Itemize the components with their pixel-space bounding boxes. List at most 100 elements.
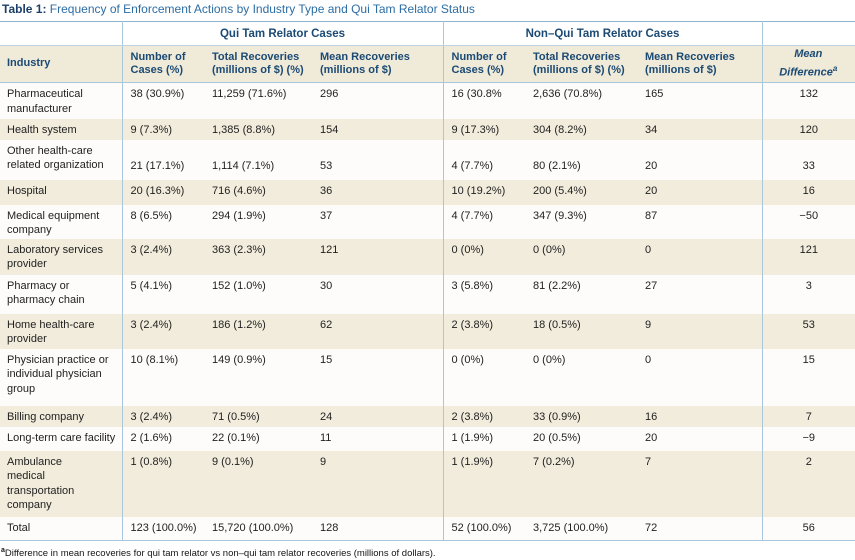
qt-mean-recoveries-cell: 62 <box>320 318 333 331</box>
nqt-total-recoveries-cell: 81 (2.2%) <box>533 279 581 292</box>
table-row: Long-term care facility 2 (1.6%) 22 (0.1… <box>0 426 855 451</box>
nqt-number-of-cases-cell: 1 (1.9%) <box>442 450 525 517</box>
qt-number-of-cases-cell: 9 (7.3%) <box>121 118 204 140</box>
nqt-number-of-cases-cell: 52 (100.0%) <box>442 516 525 541</box>
group-header-non-qui-tam: Non–Qui Tam Relator Cases <box>442 21 763 46</box>
table-row: Hospital 20 (16.3%) 716 (4.6%) 36 10 (19… <box>0 179 855 205</box>
column-header-nqt-number-of-cases: Number of Cases (%) <box>442 45 525 83</box>
qt-total-recoveries-cell: 294 (1.9%) <box>212 209 266 222</box>
qt-total-recoveries-cell: 1,385 (8.8%) <box>212 123 275 136</box>
column-header-nqt-mean-recoveries: Mean Recoveries (millions of $) <box>637 45 763 83</box>
nqt-number-of-cases-cell: 10 (19.2%) <box>442 179 525 205</box>
qt-number-of-cases-cell: 3 (2.4%) <box>121 238 204 275</box>
qt-mean-recoveries-cell: 15 <box>320 353 333 366</box>
qt-mean-recoveries-cell: 37 <box>320 209 333 222</box>
industry-cell: Hospital <box>7 184 47 197</box>
mean-difference-cell: 132 <box>761 82 855 119</box>
mean-difference-cell: 33 <box>761 139 855 180</box>
qt-total-recoveries-cell: 363 (2.3%) <box>212 243 266 256</box>
qt-number-of-cases-cell: 2 (1.6%) <box>121 426 204 451</box>
nqt-total-recoveries-cell: 2,636 (70.8%) <box>533 88 603 100</box>
group-header-spacer-right <box>761 21 855 46</box>
table-row: Total 123 (100.0%) 15,720 (100.0%) 128 5… <box>0 516 855 541</box>
industry-cell: Health system <box>7 123 77 136</box>
nqt-mean-recoveries-cell: 7 <box>645 455 652 468</box>
table-row: Home health-care provider 3 (2.4%) 186 (… <box>0 313 855 349</box>
nqt-number-of-cases-cell: 2 (3.8%) <box>442 313 525 349</box>
nqt-mean-recoveries-cell: 20 <box>645 184 658 197</box>
mean-difference-cell: 120 <box>761 118 855 140</box>
qt-total-recoveries-cell: 152 (1.0%) <box>212 279 266 292</box>
industry-cell: Billing company <box>7 410 85 423</box>
footnote-text: Difference in mean recoveries for qui ta… <box>4 548 436 560</box>
nqt-number-of-cases-cell: 16 (30.8% <box>442 82 525 119</box>
industry-cell: Medical equipment company <box>7 209 100 237</box>
column-header-mean-difference: Mean Differencea <box>761 45 855 83</box>
nqt-mean-recoveries-cell: 0 <box>645 353 652 366</box>
mean-difference-cell: 2 <box>761 450 855 517</box>
nqt-mean-recoveries-cell: 16 <box>645 410 658 423</box>
mean-difference-cell: 16 <box>761 179 855 205</box>
nqt-mean-recoveries-cell: 72 <box>645 521 658 534</box>
qt-number-of-cases-cell: 3 (2.4%) <box>121 313 204 349</box>
qt-mean-recoveries-cell: 11 <box>320 431 332 444</box>
nqt-number-of-cases-cell: 4 (7.7%) <box>442 139 525 180</box>
qt-mean-recoveries-cell: 24 <box>320 410 333 423</box>
industry-cell: Pharmaceutical manufacturer <box>7 88 83 115</box>
nqt-number-of-cases-cell: 0 (0%) <box>442 238 525 275</box>
nqt-mean-recoveries-cell: 0 <box>645 243 652 256</box>
nqt-number-of-cases-cell: 0 (0%) <box>442 348 525 406</box>
column-header-qt-mean-recoveries: Mean Recoveries (millions of $) <box>312 45 443 83</box>
nqt-total-recoveries-cell: 20 (0.5%) <box>533 431 581 444</box>
mean-difference-cell: 15 <box>761 348 855 406</box>
qt-total-recoveries-cell: 9 (0.1%) <box>212 455 254 468</box>
qt-mean-recoveries-cell: 53 <box>320 160 333 172</box>
industry-cell: Other health-care related organization <box>7 144 104 172</box>
nqt-total-recoveries-cell: 0 (0%) <box>533 353 566 366</box>
table-body: Pharmaceutical manufacturer 38 (30.9%) 1… <box>0 82 855 541</box>
nqt-number-of-cases-cell: 9 (17.3%) <box>442 118 525 140</box>
qt-total-recoveries-cell: 1,114 (7.1%) <box>212 160 275 172</box>
industry-cell: Long-term care facility <box>7 431 116 444</box>
qt-number-of-cases-cell: 123 (100.0%) <box>121 516 204 541</box>
group-header-qui-tam: Qui Tam Relator Cases <box>121 21 443 46</box>
nqt-mean-recoveries-cell: 9 <box>645 318 652 331</box>
nqt-total-recoveries-cell: 347 (9.3%) <box>533 209 587 222</box>
qt-mean-recoveries-cell: 154 <box>320 123 339 136</box>
qt-total-recoveries-cell: 71 (0.5%) <box>212 410 260 423</box>
mean-difference-superscript: a <box>832 63 838 73</box>
nqt-mean-recoveries-cell: 165 <box>645 88 664 100</box>
nqt-total-recoveries-cell: 7 (0.2%) <box>533 455 575 468</box>
qt-number-of-cases-cell: 8 (6.5%) <box>121 204 204 239</box>
table-number-label: Table 1: <box>2 2 47 16</box>
table-row: Ambulance medical transportation company… <box>0 450 855 517</box>
nqt-total-recoveries-cell: 304 (8.2%) <box>533 123 587 136</box>
nqt-total-recoveries-cell: 18 (0.5%) <box>533 318 581 331</box>
qt-total-recoveries-cell: 15,720 (100.0%) <box>212 521 294 534</box>
industry-cell: Pharmacy or pharmacy chain <box>7 279 85 307</box>
enforcement-actions-table: Qui Tam Relator Cases Non–Qui Tam Relato… <box>0 21 855 541</box>
qt-number-of-cases-cell: 1 (0.8%) <box>121 450 204 517</box>
qt-total-recoveries-cell: 11,259 (71.6%) <box>212 88 287 100</box>
nqt-mean-recoveries-cell: 20 <box>645 431 658 444</box>
qt-number-of-cases-cell: 3 (2.4%) <box>121 405 204 427</box>
qt-mean-recoveries-cell: 30 <box>320 279 333 292</box>
industry-cell: Laboratory services provider <box>7 243 103 271</box>
qt-total-recoveries-cell: 22 (0.1%) <box>212 431 260 444</box>
nqt-mean-recoveries-cell: 27 <box>645 279 658 292</box>
qt-number-of-cases-cell: 38 (30.9%) <box>121 82 204 119</box>
nqt-number-of-cases-cell: 1 (1.9%) <box>442 426 525 451</box>
column-header-qt-total-recoveries: Total Recoveries (millions of $) (%) <box>204 45 312 83</box>
column-header-row: Industry Number of Cases (%) Total Recov… <box>0 45 855 83</box>
table-footnote: aDifference in mean recoveries for qui t… <box>0 545 855 560</box>
table-row: Physician practice or individual physici… <box>0 348 855 406</box>
industry-cell: Total <box>7 521 31 534</box>
mean-difference-label: Mean Difference <box>779 48 833 79</box>
mean-difference-cell: 56 <box>761 516 855 541</box>
nqt-number-of-cases-cell: 4 (7.7%) <box>442 204 525 239</box>
table-row: Health system 9 (7.3%) 1,385 (8.8%) 154 … <box>0 118 855 140</box>
mean-difference-cell: 53 <box>761 313 855 349</box>
nqt-total-recoveries-cell: 200 (5.4%) <box>533 184 587 197</box>
table-title: Table 1: Frequency of Enforcement Action… <box>0 0 855 18</box>
table-row: Pharmacy or pharmacy chain 5 (4.1%) 152 … <box>0 274 855 314</box>
